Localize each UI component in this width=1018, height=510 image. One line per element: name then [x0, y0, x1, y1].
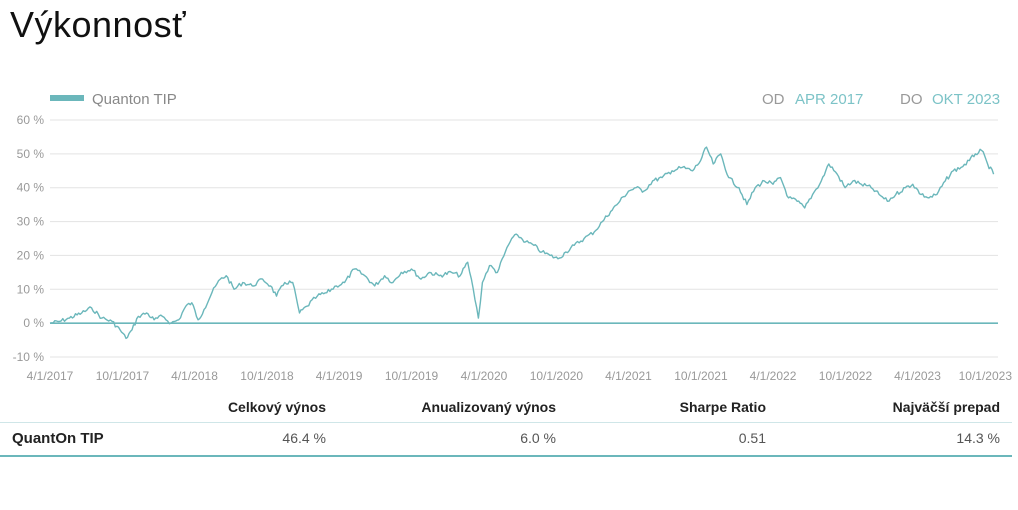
x-tick-label: 4/1/2018 [171, 369, 218, 383]
stats-table: Celkový výnos Anualizovaný výnos Sharpe … [0, 392, 1012, 457]
y-tick-label: 10 % [17, 282, 45, 296]
chart-grid [50, 119, 998, 358]
x-axis: 4/1/2017 10/1/2017 4/1/2018 10/1/2018 4/1/20… [27, 369, 1013, 383]
row-fund-name: QuantOn TIP [12, 430, 104, 447]
value-total-return: 46.4 % [282, 430, 326, 446]
range-from-label: OD [762, 91, 785, 108]
y-tick-label: -10 % [13, 350, 45, 364]
series-line-quanton-tip [49, 146, 995, 340]
stats-header-row: Celkový výnos Anualizovaný výnos Sharpe … [0, 392, 1012, 423]
legend-series-label: Quanton TIP [92, 91, 177, 108]
x-tick-label: 10/1/2022 [819, 369, 873, 383]
header-max-drawdown: Najväčší prepad [892, 399, 1000, 415]
y-axis: 60 % 50 % 40 % 30 % 20 % 10 % 0 % -10 % [13, 113, 45, 364]
range-from-value[interactable]: APR 2017 [795, 91, 863, 108]
header-sharpe-ratio: Sharpe Ratio [679, 399, 766, 415]
y-tick-label: 0 % [23, 316, 44, 330]
table-row: QuantOn TIP 46.4 % 6.0 % 0.51 14.3 % [0, 423, 1012, 457]
y-tick-label: 30 % [17, 215, 45, 229]
header-annualized-return: Anualizovaný výnos [421, 399, 556, 415]
x-tick-label: 4/1/2020 [461, 369, 508, 383]
x-tick-label: 10/1/2018 [240, 369, 294, 383]
chart-series [49, 146, 998, 340]
header-total-return: Celkový výnos [227, 399, 326, 415]
date-range: OD APR 2017 DO OKT 2023 [762, 91, 1000, 108]
x-tick-label: 10/1/2020 [530, 369, 584, 383]
y-tick-label: 20 % [17, 248, 45, 262]
value-annualized-return: 6.0 % [520, 430, 556, 446]
x-tick-label: 10/1/2017 [96, 369, 150, 383]
page-title: Výkonnosť [10, 4, 187, 45]
performance-chart: 60 % 50 % 40 % 30 % 20 % 10 % 0 % -10 % 4/1/201… [13, 91, 1013, 383]
x-tick-label: 4/1/2022 [750, 369, 797, 383]
x-tick-label: 10/1/2021 [674, 369, 728, 383]
legend-swatch [50, 95, 84, 101]
x-tick-label: 10/1/2023 [959, 369, 1013, 383]
y-tick-label: 40 % [17, 181, 45, 195]
range-to-label: DO [900, 91, 923, 108]
value-max-drawdown: 14.3 % [956, 430, 1000, 446]
y-tick-label: 50 % [17, 147, 45, 161]
chart-legend[interactable]: Quanton TIP [50, 91, 177, 108]
x-tick-label: 4/1/2023 [894, 369, 941, 383]
x-tick-label: 4/1/2021 [605, 369, 652, 383]
x-tick-label: 4/1/2017 [27, 369, 74, 383]
range-to-value[interactable]: OKT 2023 [932, 91, 1000, 108]
x-tick-label: 10/1/2019 [385, 369, 439, 383]
y-tick-label: 60 % [17, 113, 45, 127]
x-tick-label: 4/1/2019 [316, 369, 363, 383]
value-sharpe-ratio: 0.51 [738, 430, 766, 446]
